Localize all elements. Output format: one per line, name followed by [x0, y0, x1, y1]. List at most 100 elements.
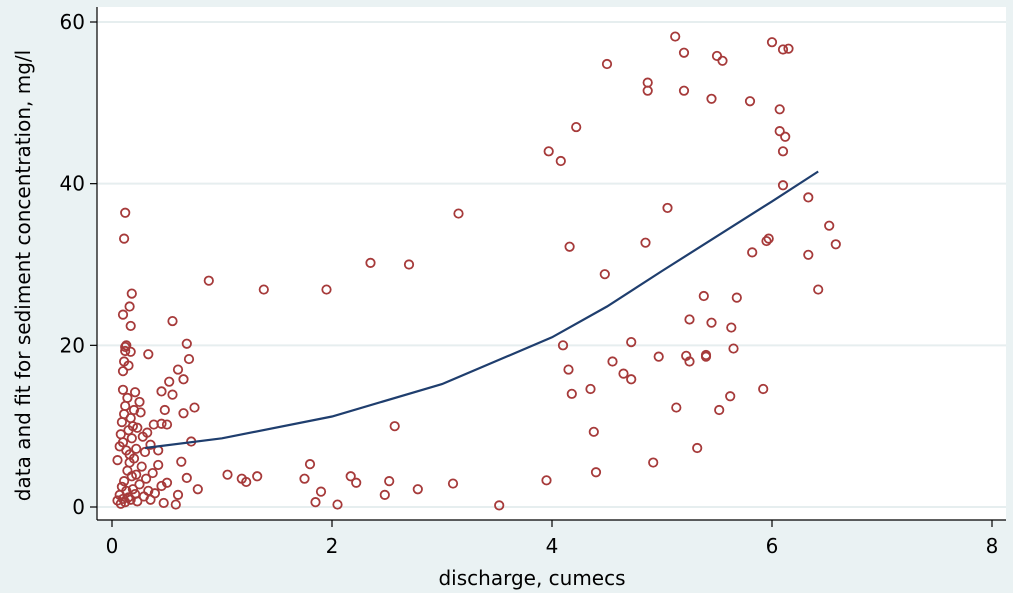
data-point	[178, 374, 189, 385]
data-point	[684, 314, 695, 325]
data-point	[161, 419, 173, 430]
data-point	[332, 499, 343, 510]
data-point	[744, 96, 756, 107]
data-point	[803, 192, 814, 203]
data-point	[670, 31, 681, 42]
data-point	[824, 220, 835, 231]
data-point	[122, 392, 133, 403]
data-point	[345, 471, 356, 482]
x-tick-label: 4	[546, 534, 559, 558]
data-point	[164, 376, 175, 387]
data-points	[112, 31, 841, 511]
data-point	[117, 384, 129, 395]
data-point	[131, 443, 142, 454]
data-point	[588, 426, 599, 437]
data-point	[566, 388, 577, 399]
data-point	[258, 284, 269, 295]
data-point	[777, 180, 789, 191]
x-tick-label: 0	[106, 534, 119, 558]
data-point	[830, 239, 841, 250]
data-point	[692, 442, 703, 454]
data-point	[698, 290, 709, 302]
data-point	[379, 489, 390, 500]
data-point	[700, 349, 712, 361]
data-point	[176, 456, 187, 467]
data-point	[571, 121, 582, 133]
data-point	[706, 93, 717, 104]
data-point	[365, 257, 376, 268]
data-point	[172, 489, 184, 500]
data-point	[780, 131, 791, 142]
data-point	[153, 459, 164, 471]
data-point	[241, 476, 252, 488]
data-point	[156, 418, 167, 429]
data-point	[763, 233, 774, 244]
data-point	[678, 85, 690, 96]
x-tick-label: 2	[326, 534, 339, 558]
data-point	[766, 37, 778, 48]
data-point	[304, 459, 316, 470]
data-point	[189, 402, 200, 413]
data-point	[671, 402, 682, 413]
y-tick-label: 60	[60, 10, 85, 34]
data-point	[601, 58, 613, 70]
data-point	[128, 404, 140, 416]
data-point	[112, 455, 123, 466]
data-point	[141, 473, 152, 484]
data-point	[774, 104, 785, 115]
data-point	[142, 427, 153, 438]
data-point	[125, 320, 136, 332]
data-point	[731, 292, 742, 303]
data-point	[777, 44, 789, 55]
data-point	[143, 349, 154, 360]
x-axis-title: discharge, cumecs	[438, 566, 625, 590]
data-point	[134, 396, 145, 408]
data-point	[607, 356, 618, 367]
x-tick-label: 6	[766, 534, 779, 558]
data-point	[120, 345, 131, 357]
data-point	[135, 407, 146, 418]
data-point	[115, 498, 126, 509]
data-point	[147, 467, 158, 479]
data-point	[130, 387, 141, 398]
data-point	[132, 496, 143, 507]
data-point	[117, 366, 129, 377]
data-point	[453, 208, 464, 219]
data-point	[321, 284, 332, 295]
data-point	[123, 360, 134, 371]
data-point	[648, 457, 659, 468]
data-point	[717, 55, 728, 66]
data-point	[203, 275, 214, 286]
data-point	[156, 386, 167, 397]
data-point	[126, 471, 137, 482]
data-point	[120, 207, 131, 218]
data-point	[351, 477, 362, 488]
data-point	[774, 126, 785, 137]
data-point	[134, 479, 145, 490]
data-point	[585, 383, 596, 395]
data-point	[126, 433, 137, 444]
data-point	[117, 309, 129, 320]
data-point	[747, 247, 758, 258]
data-point	[563, 364, 574, 375]
data-point	[557, 340, 569, 351]
x-tick-label: 8	[986, 534, 999, 558]
data-point	[626, 374, 637, 385]
data-point	[143, 485, 154, 496]
data-point	[761, 235, 772, 247]
data-point	[178, 408, 189, 419]
data-point	[555, 155, 566, 167]
data-point	[159, 404, 170, 416]
tick-labels: 0 20 40 60 0 2 4 6 8	[60, 10, 999, 558]
data-point	[726, 322, 737, 333]
data-point	[642, 85, 653, 96]
data-point	[126, 288, 137, 299]
data-point	[181, 338, 192, 349]
data-point	[618, 368, 629, 379]
data-point	[315, 486, 327, 497]
data-point	[543, 146, 554, 157]
data-point	[662, 202, 673, 214]
data-point	[181, 472, 192, 483]
data-point	[564, 241, 575, 252]
